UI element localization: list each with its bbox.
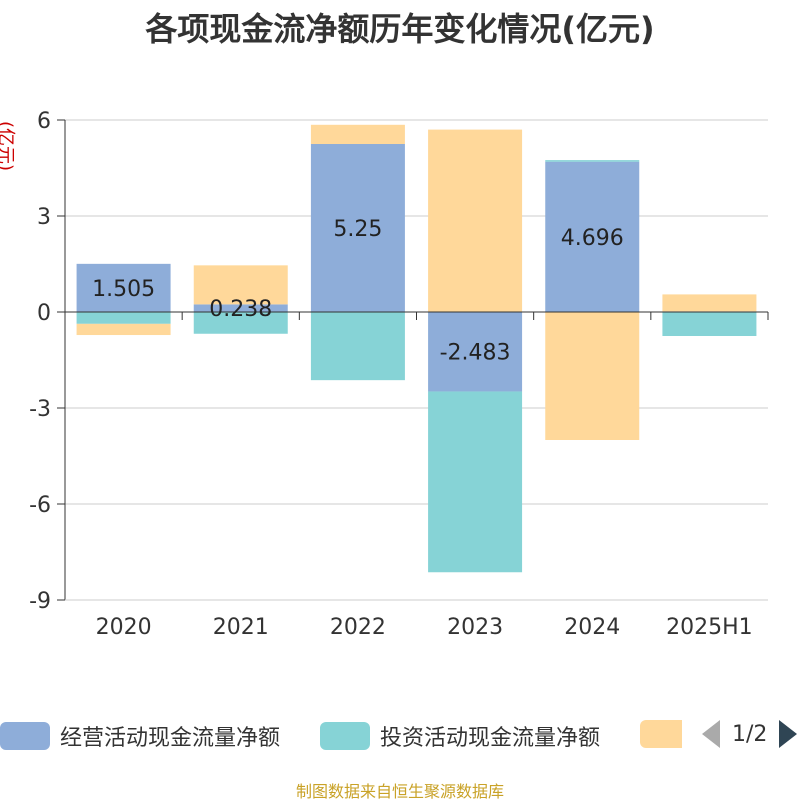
bar-series1-2023 — [428, 312, 523, 392]
legend-label-operating: 经营活动现金流量净额 — [60, 726, 281, 751]
y-tick-label: 6 — [37, 109, 51, 134]
bar-series1-2024 — [545, 161, 640, 312]
y-tick-label: 0 — [37, 301, 51, 326]
data-label: 1.505 — [92, 277, 155, 302]
x-tick-label: 2025H1 — [666, 615, 753, 640]
bar-series1-2020 — [76, 263, 171, 312]
bar-series2-2024 — [545, 160, 640, 162]
bar-series2-2025H1 — [662, 312, 757, 336]
chevron-right-icon[interactable] — [779, 720, 798, 748]
legend-swatch-operating — [0, 722, 50, 750]
legend: 经营活动现金流量净额 投资活动现金流量净额 1/2 — [0, 716, 800, 756]
bar-series2-2023 — [428, 391, 523, 573]
bar-series2-2020 — [76, 312, 171, 324]
legend-label-investing: 投资活动现金流量净额 — [380, 726, 601, 751]
y-tick-label: -3 — [29, 397, 51, 422]
legend-page-label: 1/2 — [732, 721, 768, 747]
legend-item-investing[interactable]: 投资活动现金流量净额 — [320, 720, 600, 752]
y-axis-label: (亿元) — [0, 121, 16, 171]
x-tick-label: 2023 — [447, 615, 503, 640]
bar-series3-2020 — [76, 323, 171, 336]
data-label: 4.696 — [561, 226, 624, 251]
chevron-left-icon[interactable] — [702, 720, 720, 748]
legend-swatch-investing — [320, 722, 370, 750]
bar-series3-2021 — [193, 265, 288, 305]
bar-series2-2021 — [193, 312, 288, 334]
bar-series3-2025H1 — [662, 294, 757, 312]
bar-series3-2023 — [428, 129, 523, 312]
legend-pager: 1/2 — [702, 720, 798, 748]
bar-series3-2022 — [310, 124, 405, 144]
legend-item-third[interactable] — [640, 720, 692, 748]
y-tick-label: -6 — [29, 493, 51, 518]
data-label: 5.25 — [333, 217, 382, 242]
legend-item-operating[interactable]: 经营活动现金流量净额 — [0, 720, 280, 752]
x-tick-label: 2020 — [96, 615, 152, 640]
x-tick-label: 2022 — [330, 615, 386, 640]
bar-series1-2022 — [310, 144, 405, 312]
legend-swatch-third — [640, 720, 682, 748]
y-tick-label: 3 — [37, 205, 51, 230]
bar-series1-2021 — [193, 304, 288, 312]
x-tick-label: 2021 — [213, 615, 269, 640]
y-tick-label: -9 — [29, 589, 51, 614]
bar-series2-2022 — [310, 312, 405, 381]
bar-series3-2024 — [545, 312, 640, 440]
chart-title: 各项现金流净额历年变化情况(亿元) — [145, 10, 655, 48]
data-label: 0.238 — [209, 297, 272, 322]
source-note: 制图数据来自恒生聚源数据库 — [295, 782, 504, 801]
data-label: -2.483 — [440, 341, 511, 366]
x-tick-label: 2024 — [564, 615, 620, 640]
